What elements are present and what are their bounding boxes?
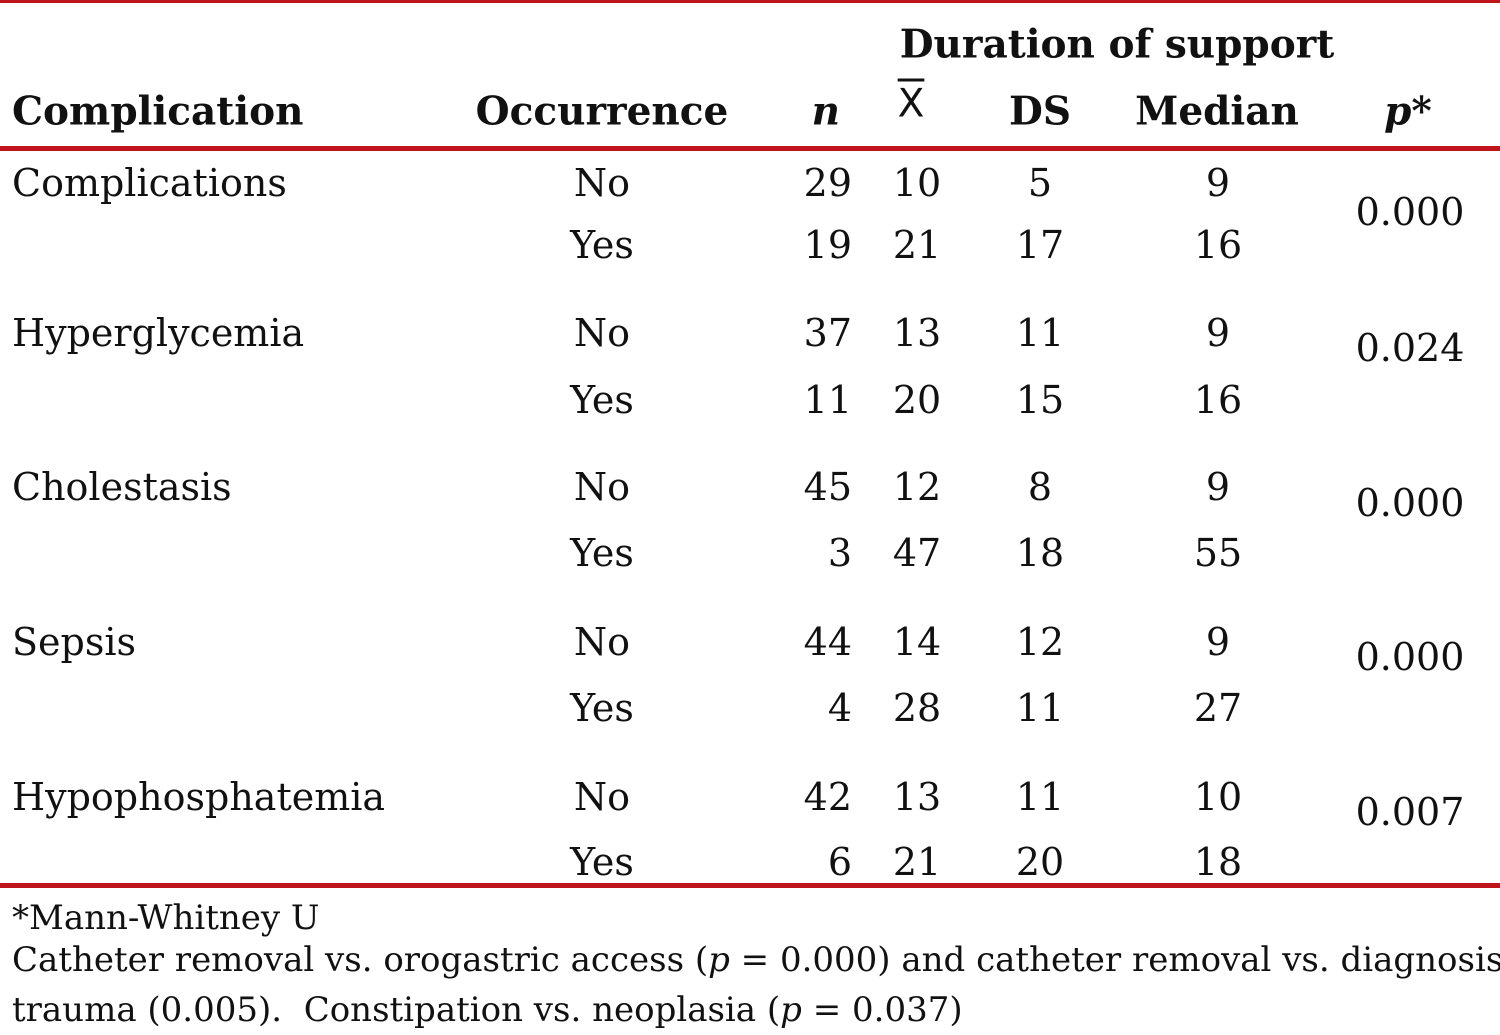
footnote-text: Catheter removal vs. orogastric access (: [12, 940, 709, 980]
cell-value: 13: [892, 311, 942, 355]
complication-label: Cholestasis: [12, 465, 232, 509]
cell-value: 11: [1015, 775, 1065, 819]
footnote: *Mann-Whitney U: [12, 898, 320, 938]
cell-value: 12: [1015, 620, 1065, 664]
cell-value: 44: [803, 620, 852, 664]
footnote-text: p: [708, 940, 730, 980]
cell-value: 45: [803, 465, 852, 509]
header-rule: [0, 146, 1500, 151]
column-header: Median: [1135, 88, 1299, 135]
cell-value: 21: [892, 223, 942, 267]
cell-value: 20: [1015, 840, 1065, 884]
footnote-text: p: [780, 990, 802, 1030]
group-header: Duration of support: [899, 21, 1335, 68]
p-value: 0.000: [1355, 481, 1465, 525]
cell-value: 29: [803, 161, 852, 205]
cell-value: 16: [1193, 378, 1243, 422]
cell-value: 19: [803, 223, 852, 267]
p-value: 0.000: [1355, 635, 1465, 679]
cell-value: 10: [892, 161, 942, 205]
column-header: p*: [1384, 88, 1432, 135]
occurrence: No: [573, 161, 631, 205]
cell-value: 17: [1015, 223, 1065, 267]
cell-value: 9: [1205, 620, 1231, 664]
footnote-line: Catheter removal vs. orogastric access (…: [12, 943, 1500, 977]
complication-label: Hyperglycemia: [12, 311, 305, 355]
footnote-line: trauma (0.005). Constipation vs. neoplas…: [12, 993, 963, 1027]
cell-value: 14: [892, 620, 942, 664]
cell-value: 18: [1015, 531, 1065, 575]
cell-value: 47: [892, 531, 942, 575]
cell-value: 28: [892, 686, 942, 730]
cell-value: 12: [892, 465, 942, 509]
complication-label: Complications: [12, 161, 287, 205]
cell-value: 42: [803, 775, 852, 819]
column-header: DS: [1009, 88, 1071, 135]
occurrence: No: [573, 775, 631, 819]
cell-value: 37: [803, 311, 852, 355]
p-value: 0.007: [1355, 790, 1465, 834]
p-value: 0.000: [1355, 190, 1465, 234]
occurrence: Yes: [570, 840, 634, 884]
cell-value: 5: [1027, 161, 1053, 205]
column-header: Occurrence: [475, 88, 729, 135]
footnote-text: = 0.000) and catheter removal vs. diagno…: [729, 940, 1500, 980]
cell-value: 9: [1205, 311, 1231, 355]
cell-value: 21: [892, 840, 942, 884]
bottom-rule: [0, 883, 1500, 888]
cell-value: 16: [1193, 223, 1243, 267]
cell-value: 20: [892, 378, 942, 422]
complication-label: Hypophosphatemia: [12, 775, 386, 819]
p-value: 0.024: [1355, 326, 1465, 370]
cell-value: 9: [1205, 161, 1231, 205]
column-header: Complication: [12, 88, 304, 135]
cell-value: 4: [827, 686, 852, 730]
cell-value: 6: [827, 840, 852, 884]
occurrence: No: [573, 620, 631, 664]
cell-value: 9: [1205, 465, 1231, 509]
cell-value: 11: [1015, 686, 1065, 730]
top-rule: [0, 0, 1500, 3]
cell-value: 18: [1193, 840, 1243, 884]
cell-value: 11: [803, 378, 852, 422]
occurrence: No: [573, 465, 631, 509]
complication-label: Sepsis: [12, 620, 137, 664]
occurrence: Yes: [570, 223, 634, 267]
column-header: n: [811, 88, 840, 135]
column-header: X: [897, 81, 925, 127]
occurrence: Yes: [570, 686, 634, 730]
footnote-text: trauma (0.005). Constipation vs. neoplas…: [12, 990, 781, 1030]
cell-value: 3: [827, 531, 852, 575]
cell-value: 55: [1193, 531, 1243, 575]
cell-value: 8: [1027, 465, 1053, 509]
cell-value: 11: [1015, 311, 1065, 355]
cell-value: 10: [1193, 775, 1243, 819]
cell-value: 13: [892, 775, 942, 819]
occurrence: Yes: [570, 531, 634, 575]
cell-value: 27: [1193, 686, 1243, 730]
occurrence: No: [573, 311, 631, 355]
footnote-text: = 0.037): [801, 990, 963, 1030]
cell-value: 15: [1015, 378, 1065, 422]
occurrence: Yes: [570, 378, 634, 422]
